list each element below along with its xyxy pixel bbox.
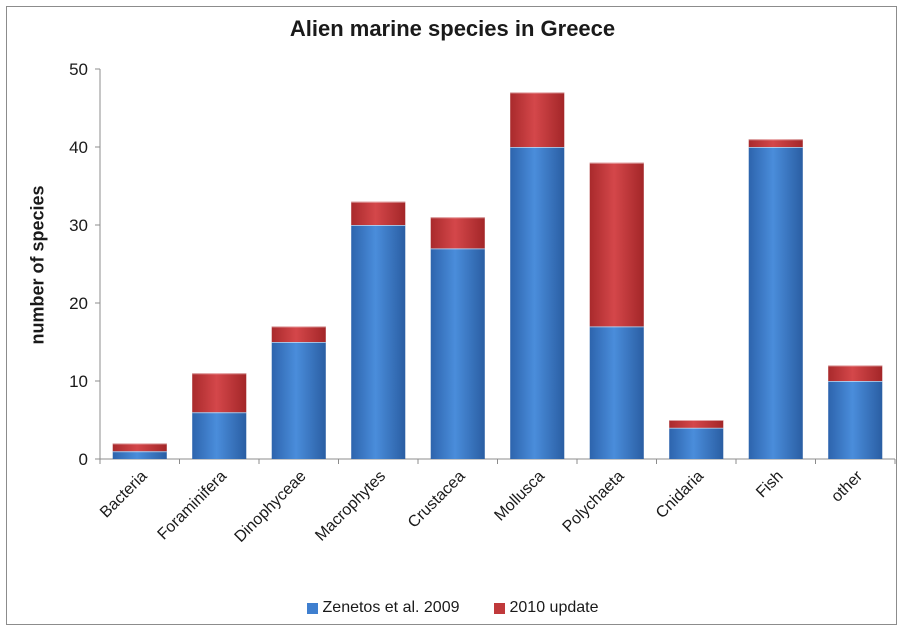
x-tick-label: Foraminifera <box>155 468 231 544</box>
y-tick-label: 30 <box>69 216 88 235</box>
legend: Zenetos et al. 2009 2010 update <box>0 599 905 617</box>
y-tick-label: 20 <box>69 294 88 313</box>
chart-title: Alien marine species in Greece <box>289 16 616 41</box>
bar-segment-2010-update-dinophyceae <box>271 326 326 342</box>
bar-segment-2010-update-foraminifera <box>192 373 247 413</box>
y-tick-label: 0 <box>79 450 88 469</box>
x-tick-label: Fish <box>753 468 786 501</box>
bar-segment-zenetos-2009-macrophytes <box>351 225 406 459</box>
x-tick-label: Macrophytes <box>312 468 389 545</box>
y-tick-label: 50 <box>69 60 88 79</box>
bar-segment-zenetos-2009-fish <box>748 147 803 459</box>
legend-swatch <box>493 602 505 614</box>
bar-segment-zenetos-2009-other <box>828 381 883 459</box>
bar-segment-2010-update-polychaeta <box>589 162 644 327</box>
bar-segment-zenetos-2009-cnidaria <box>669 427 724 459</box>
x-tick-label: Bacteria <box>97 468 151 522</box>
legend-label: 2010 update <box>509 599 599 616</box>
bar-segment-zenetos-2009-polychaeta <box>589 326 644 459</box>
bar-segment-2010-update-mollusca <box>510 92 565 147</box>
bar-segment-2010-update-cnidaria <box>669 420 724 428</box>
bar-segment-2010-update-fish <box>748 139 803 147</box>
x-tick-label: other <box>828 467 866 505</box>
bar-segment-2010-update-crustacea <box>430 217 485 249</box>
x-tick-label: Crustacea <box>405 468 469 532</box>
x-tick-label: Dinophyceae <box>232 468 310 546</box>
bar-segment-zenetos-2009-bacteria <box>112 451 167 459</box>
legend-label: Zenetos et al. 2009 <box>322 599 460 616</box>
y-tick-label: 40 <box>69 138 88 157</box>
y-tick-label: 10 <box>69 372 88 391</box>
x-tick-label: Cnidaria <box>653 468 707 522</box>
bar-segment-2010-update-bacteria <box>112 443 167 452</box>
legend-swatch <box>306 602 318 614</box>
bar-segment-zenetos-2009-crustacea <box>430 248 485 459</box>
legend-item: Zenetos et al. 2009 <box>306 599 460 617</box>
bar-segment-zenetos-2009-mollusca <box>510 147 565 459</box>
bar-segment-zenetos-2009-dinophyceae <box>271 342 326 459</box>
x-tick-label: Polychaeta <box>560 468 628 536</box>
bar-segment-2010-update-macrophytes <box>351 201 406 225</box>
x-tick-label: Mollusca <box>491 468 548 525</box>
bar-segment-2010-update-other <box>828 365 883 381</box>
bar-segment-zenetos-2009-foraminifera <box>192 412 247 459</box>
legend-item: 2010 update <box>493 599 599 617</box>
